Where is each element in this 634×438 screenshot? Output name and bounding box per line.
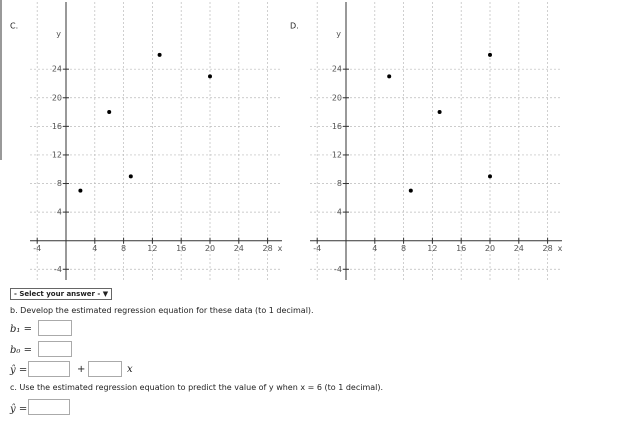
y-tick-label: 12 bbox=[52, 150, 62, 159]
point bbox=[157, 52, 162, 57]
yhat-label: ŷ = bbox=[10, 365, 28, 376]
x-tick-label: 20 bbox=[485, 244, 495, 253]
y-tick-label: 20 bbox=[332, 93, 342, 102]
x-axis-label: x bbox=[558, 244, 563, 253]
dropdown-text: - Select your answer - bbox=[14, 290, 101, 298]
point bbox=[408, 188, 413, 193]
y-tick-label: 16 bbox=[52, 122, 62, 131]
prediction-input[interactable] bbox=[28, 399, 70, 415]
point bbox=[128, 174, 133, 179]
y-tick-label: 24 bbox=[52, 65, 62, 74]
intercept-input[interactable] bbox=[28, 361, 70, 377]
y-tick-label: 12 bbox=[332, 150, 342, 159]
option-label: C. bbox=[10, 22, 18, 31]
point bbox=[78, 188, 83, 193]
x-var: x bbox=[127, 364, 133, 375]
y-tick-label: -4 bbox=[334, 265, 342, 274]
b1-label: b₁ = bbox=[10, 324, 32, 335]
y-axis-label: y bbox=[56, 30, 61, 39]
point bbox=[488, 174, 492, 179]
y-tick-label: 24 bbox=[332, 65, 342, 74]
y-tick-label: -4 bbox=[54, 265, 62, 274]
dropdown[interactable]: - Select your answer - ▼ bbox=[10, 288, 113, 300]
x-tick-label: 12 bbox=[427, 244, 437, 253]
x-tick-label: 16 bbox=[456, 244, 466, 253]
x-tick-label: -4 bbox=[313, 244, 321, 253]
part-c: c. Use the estimated regression equation… bbox=[10, 383, 384, 392]
plus: + bbox=[77, 364, 86, 375]
x-tick-label: 24 bbox=[514, 244, 524, 253]
b0-label: b₀ = bbox=[10, 345, 32, 356]
yhat-c-label: ŷ = bbox=[10, 404, 28, 415]
x-tick-label: -4 bbox=[33, 244, 41, 253]
x-tick-label: 4 bbox=[92, 244, 97, 253]
x-tick-label: 28 bbox=[543, 244, 553, 253]
x-tick-label: 8 bbox=[121, 244, 126, 253]
x-tick-label: 8 bbox=[401, 244, 406, 253]
y-axis-label: y bbox=[336, 30, 341, 39]
x-tick-label: 24 bbox=[234, 244, 244, 253]
charts: C. -4 4 8 12 16 20 24 28 -4 4 8 12 16 20 24 x y D. -4 4 8 12 16… bbox=[10, 2, 563, 280]
x-tick-label: 28 bbox=[263, 244, 273, 253]
y-tick-label: 20 bbox=[52, 93, 62, 102]
y-tick-label: 8 bbox=[57, 179, 62, 188]
b1-input[interactable] bbox=[38, 320, 72, 336]
slope-input[interactable] bbox=[88, 361, 122, 377]
x-tick-label: 20 bbox=[205, 244, 215, 253]
point bbox=[488, 52, 492, 57]
option-label: D. bbox=[290, 22, 299, 31]
y-tick-label: 16 bbox=[332, 122, 342, 131]
point bbox=[107, 110, 112, 115]
x-tick-label: 12 bbox=[147, 244, 157, 253]
point bbox=[208, 74, 212, 79]
y-tick-label: 4 bbox=[57, 208, 62, 217]
x-axis-label: x bbox=[278, 244, 283, 253]
x-tick-label: 16 bbox=[176, 244, 186, 253]
y-tick-label: 8 bbox=[337, 179, 342, 188]
point bbox=[387, 74, 392, 79]
x-tick-label: 4 bbox=[372, 244, 377, 253]
part-b: b. Develop the estimated regression equa… bbox=[10, 306, 314, 315]
left-border bbox=[0, 0, 2, 160]
y-tick-label: 4 bbox=[337, 208, 342, 217]
point bbox=[437, 110, 442, 115]
b0-input[interactable] bbox=[38, 341, 72, 357]
